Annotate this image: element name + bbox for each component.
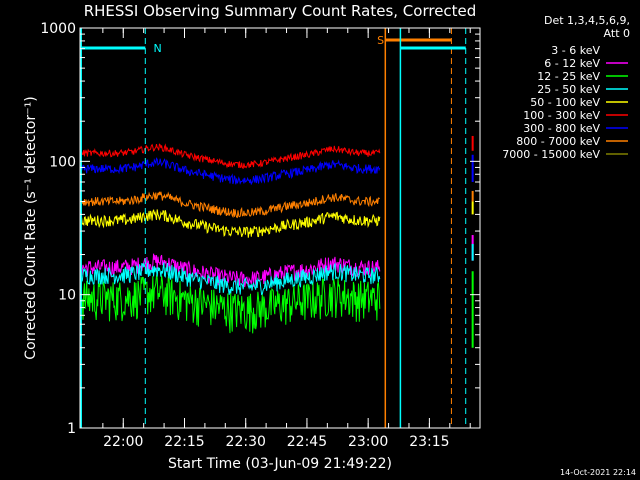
y-tick-label: 100 [49,154,76,170]
legend-entry-label: 6 - 12 keV [544,57,600,70]
x-tick-label: 22:45 [287,434,327,450]
plot-frame [79,27,481,429]
series-line-7 [80,191,381,219]
legend-entry-label: 12 - 25 keV [537,70,600,83]
x-tick-label: 22:00 [103,434,143,450]
x-tick-label: 23:15 [409,434,449,450]
x-tick-label: 23:00 [348,434,388,450]
series-line-3 [80,262,381,296]
saa-marker-label: S [377,34,384,47]
series-line-5 [80,143,381,169]
night-marker-label: N [153,42,161,55]
legend-header-line-1: Det 1,3,4,5,6,9, [544,14,630,27]
legend-entry-label: 800 - 7000 keV [516,135,600,148]
y-tick-label: 1000 [40,21,76,37]
legend-entry-label: 300 - 800 keV [523,122,600,135]
legend-entry-label: 50 - 100 keV [530,96,600,109]
series-line-6 [80,157,381,185]
series-line-4 [80,209,381,238]
x-axis-label: Start Time (03-Jun-09 21:49:22) [168,456,392,472]
x-tick-label: 22:30 [226,434,266,450]
legend-entry-label: 100 - 300 keV [523,109,600,122]
footer-timestamp: 14-Oct-2021 22:14 [560,468,636,477]
plot-area: NS [80,28,474,428]
series-line-2 [80,274,381,334]
legend-entry-label: 7000 - 15000 keV [502,148,600,161]
y-axis-label: Corrected Count Rate (s⁻¹ detector⁻¹) [23,96,39,359]
chart-title: RHESSI Observing Summary Count Rates, Co… [84,2,477,20]
legend-entry-label: 25 - 50 keV [537,83,600,96]
x-tick-label: 22:15 [164,434,204,450]
legend-header-line-2: Att 0 [604,27,630,40]
legend-entry-label: 3 - 6 keV [551,44,600,57]
axes: 1 10 100 1000 22:00 22:15 22:30 22:45 23:00 23:15… [23,21,481,472]
y-tick-label: 1 [67,421,76,437]
y-tick-label: 10 [58,288,76,304]
